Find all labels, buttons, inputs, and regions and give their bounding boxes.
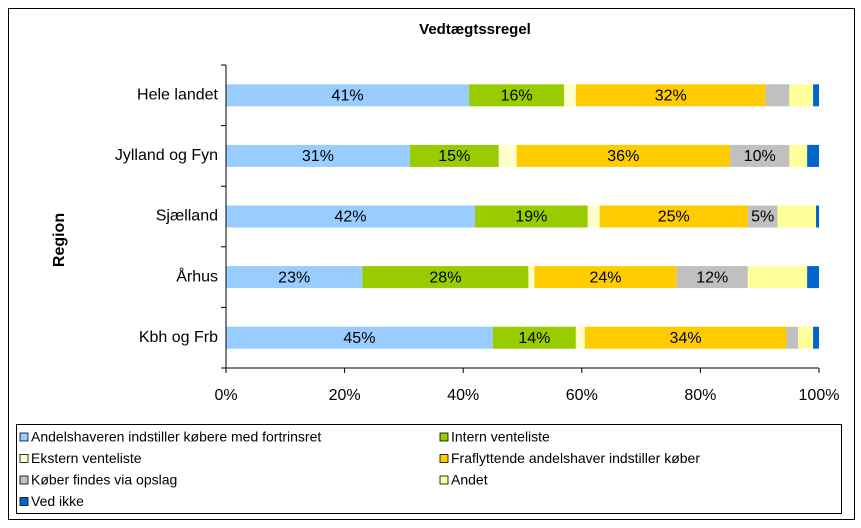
bar-segment (475, 205, 588, 228)
data-label: 41% (332, 88, 364, 105)
x-tick-label: 20% (329, 387, 361, 404)
bar-segment (807, 266, 819, 289)
legend-label: Fraflyttende andelshaver indstiller købe… (451, 450, 700, 466)
x-tick-label: 40% (447, 387, 479, 404)
legend-swatch (439, 475, 449, 485)
x-tick-label: 80% (684, 387, 716, 404)
data-label: 45% (343, 330, 375, 347)
data-label: 42% (335, 209, 367, 226)
data-label: 28% (429, 269, 461, 286)
bar-segment (575, 84, 766, 107)
legend-swatch (19, 432, 29, 442)
y-tick-label: Kbh og Frb (139, 329, 218, 346)
legend-swatch (19, 475, 29, 485)
bar-segment (498, 144, 517, 167)
bar-segment (469, 84, 565, 107)
chart-title: Vedtægtssregel (419, 21, 531, 38)
data-label: 10% (744, 148, 776, 165)
bar-segment (777, 205, 817, 228)
bar-segment (813, 326, 819, 349)
bar-segment (747, 266, 808, 289)
legend-label: Ekstern venteliste (31, 450, 142, 466)
bar-segment (789, 144, 808, 167)
x-tick-label: 0% (214, 387, 237, 404)
y-axis-label: Region (51, 213, 68, 267)
bar-segment (584, 326, 787, 349)
bar-segment (575, 326, 585, 349)
bar-segment (676, 266, 748, 289)
data-label: 16% (501, 88, 533, 105)
y-tick-label: Jylland og Fyn (115, 147, 218, 164)
bar-segment (765, 84, 790, 107)
data-label: 34% (670, 330, 702, 347)
legend-label: Køber findes via opslag (31, 472, 177, 488)
x-tick-label: 100% (799, 387, 840, 404)
bar-segment (747, 205, 778, 228)
bar-segment (816, 205, 819, 228)
bar-segment (516, 144, 731, 167)
data-label: 5% (751, 209, 774, 226)
data-label: 31% (302, 148, 334, 165)
data-label: 23% (278, 269, 310, 286)
bar-segment (587, 205, 600, 228)
bar-segment (786, 326, 799, 349)
legend-label: Andet (451, 472, 488, 488)
y-tick-label: Sjælland (156, 208, 218, 225)
bar-segment (492, 326, 576, 349)
bar-segment (528, 266, 535, 289)
legend-swatch (19, 497, 29, 506)
bar-segment (409, 144, 499, 167)
bar-segment (226, 266, 363, 289)
x-tick-label: 60% (566, 387, 598, 404)
bar-segment (226, 144, 410, 167)
data-label: 32% (655, 88, 687, 105)
legend-label: Andelshaveren indstiller købere med fort… (31, 429, 321, 445)
bar-segment (813, 84, 819, 107)
legend-frame (16, 424, 842, 514)
data-label: 25% (658, 209, 690, 226)
data-label: 19% (515, 209, 547, 226)
legend-swatch (439, 432, 449, 442)
bar-segment (226, 326, 493, 349)
legend-swatch (19, 454, 29, 463)
bar-segment (226, 84, 470, 107)
data-label: 15% (438, 148, 470, 165)
bar-segment (789, 84, 814, 107)
legend-swatch (439, 454, 449, 463)
data-label: 36% (607, 148, 639, 165)
legend: Andelshaveren indstiller købere med fort… (19, 429, 700, 509)
legend-label: Intern venteliste (451, 429, 550, 445)
y-tick-label: Århus (176, 266, 218, 285)
data-label: 24% (590, 269, 622, 286)
bar-segment (807, 144, 819, 167)
bar-segment (564, 84, 576, 107)
bar-segment (599, 205, 748, 228)
data-label: 12% (696, 269, 728, 286)
bar-segment (534, 266, 677, 289)
bar-segment (798, 326, 814, 349)
y-tick-label: Hele landet (137, 87, 219, 104)
legend-label: Ved ikke (31, 493, 84, 509)
bar-segment (362, 266, 529, 289)
bar-segment (226, 205, 476, 228)
data-label: 14% (518, 330, 550, 347)
bar-segment (730, 144, 790, 167)
